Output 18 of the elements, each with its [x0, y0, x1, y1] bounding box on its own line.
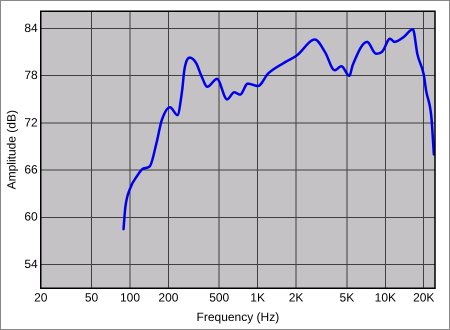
y-tick-label: 66	[24, 162, 38, 176]
x-axis-title: Frequency (Hz)	[196, 310, 280, 324]
y-axis-title: Amplitude (dB)	[4, 110, 19, 190]
x-tick-label: 50	[84, 290, 99, 305]
x-tick-label: 200	[158, 290, 179, 305]
x-tick-label: 20	[34, 290, 48, 305]
y-tick-label: 84	[24, 20, 38, 35]
x-tick-label: 100	[120, 290, 140, 305]
x-tick-label: 500	[209, 290, 230, 305]
y-tick-label: 60	[24, 210, 38, 224]
y-tick-label: 78	[24, 68, 38, 82]
y-tick-label: 54	[24, 256, 38, 271]
x-tick-label: 5K	[340, 290, 354, 305]
x-tick-label: 20K	[413, 290, 434, 305]
y-tick-label: 72	[24, 115, 38, 130]
x-tick-label: 1K	[250, 290, 265, 305]
x-tick-label: 2K	[288, 290, 304, 305]
x-tick-label: 10K	[374, 290, 396, 305]
